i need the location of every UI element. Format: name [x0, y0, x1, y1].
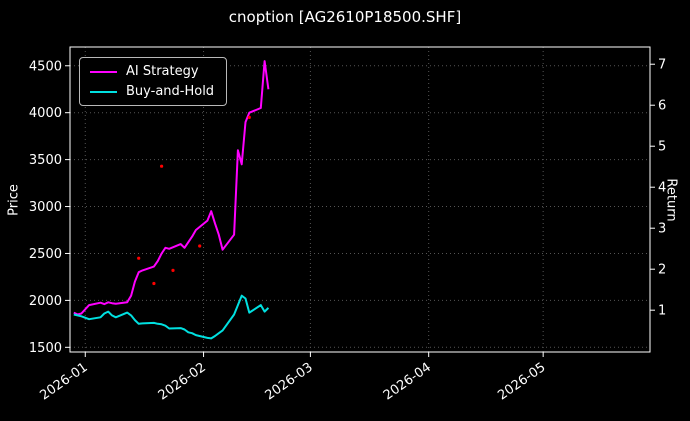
- legend-label-ai-strategy: AI Strategy: [126, 64, 199, 79]
- left-axis-label: Price: [6, 184, 22, 216]
- left-tick-label: 2500: [29, 247, 62, 262]
- right-axis-label: Return: [663, 178, 679, 222]
- tick-marks: [65, 63, 655, 357]
- trade-signal-markers: [137, 115, 251, 286]
- right-tick-label: 3: [658, 222, 666, 237]
- right-tick-label: 5: [658, 140, 666, 155]
- left-tick-label: 2000: [29, 294, 62, 309]
- series-line-0: [73, 60, 270, 316]
- series-line-1: [73, 294, 270, 340]
- x-tick-label: 2026-04: [381, 360, 434, 403]
- x-tick-label: 2026-05: [495, 360, 548, 403]
- legend: AI Strategy Buy-and-Hold: [79, 57, 228, 106]
- buy-and-hold-line-swatch: [90, 90, 117, 93]
- x-tick-label: 2026-03: [263, 360, 316, 403]
- legend-item-buy-and-hold: Buy-and-Hold: [90, 85, 214, 98]
- x-tick-label: 2026-01: [37, 360, 90, 403]
- left-tick-label: 4000: [29, 106, 62, 121]
- right-tick-label: 6: [658, 99, 666, 114]
- series-lines: [73, 60, 270, 340]
- right-tick-label: 1: [658, 304, 666, 319]
- left-tick-label: 4500: [29, 59, 62, 74]
- ai-strategy-line-swatch: [90, 70, 117, 73]
- chart-title: cnoption [AG2610P18500.SHF]: [228, 8, 462, 26]
- right-tick-label: 4: [658, 181, 666, 196]
- left-tick-label: 1500: [29, 341, 62, 356]
- right-tick-label: 7: [658, 58, 666, 73]
- legend-label-buy-and-hold: Buy-and-Hold: [126, 84, 215, 99]
- right-tick-label: 2: [658, 263, 666, 278]
- x-tick-label: 2026-02: [156, 360, 209, 403]
- left-tick-label: 3500: [29, 153, 62, 168]
- left-tick-label: 3000: [29, 200, 62, 215]
- legend-item-ai-strategy: AI Strategy: [90, 65, 214, 78]
